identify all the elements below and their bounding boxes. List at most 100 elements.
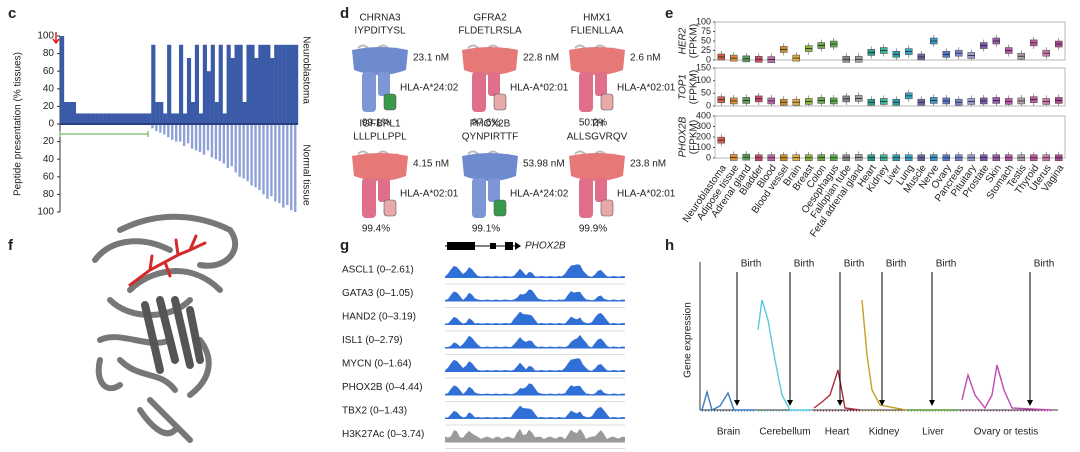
- track-label: ASCL1 (0–2.61): [342, 265, 414, 276]
- peptide: IYPDITYSL: [354, 26, 406, 37]
- bar: [190, 102, 196, 124]
- peptide: LLLPLLPPL: [353, 132, 407, 143]
- coverage: 99.9%: [579, 224, 607, 235]
- bar: [294, 44, 299, 124]
- bar: [246, 44, 251, 124]
- tissue-label: Cerebellum: [759, 427, 810, 438]
- plot-frame: [714, 67, 1066, 107]
- y-tick-label: 20: [43, 136, 55, 147]
- tissue-label: Ovary or testis: [974, 427, 1038, 438]
- coverage-track: [445, 383, 625, 396]
- coverage-track: [445, 289, 625, 302]
- unit: (FPKM): [689, 70, 700, 104]
- mhc-leg: [362, 178, 376, 218]
- bar: [222, 113, 227, 124]
- mhc-leg: [488, 178, 500, 202]
- y-tick-label: 300: [696, 121, 711, 131]
- exon: [505, 242, 513, 250]
- allele: HLA-A*24:02: [400, 83, 459, 94]
- mhc-leg: [595, 72, 607, 96]
- allele: HLA-A*24:02: [510, 189, 569, 200]
- bar: [214, 102, 219, 124]
- annotation-arrow: [52, 32, 60, 45]
- coverage: 97.6%: [472, 118, 500, 129]
- bar: [198, 113, 203, 124]
- protein-structure: [92, 213, 239, 443]
- panel-label: g: [340, 237, 349, 254]
- coverage-track: [445, 428, 625, 443]
- track-label: TBX2 (0–1.43): [342, 406, 407, 417]
- bar: [186, 58, 192, 124]
- bar: [286, 44, 291, 124]
- arrow-head: [879, 400, 885, 406]
- b2m: [383, 93, 397, 111]
- bar: [282, 44, 287, 124]
- mhc-leg: [378, 178, 390, 202]
- mhc-groove: [352, 153, 408, 181]
- bar: [163, 113, 168, 124]
- bar: [194, 44, 200, 124]
- bar: [71, 102, 77, 124]
- expression-trace: [813, 369, 861, 411]
- bar: [226, 44, 231, 124]
- y-tick-label: 80: [43, 48, 55, 59]
- y-tick-label: 100: [37, 207, 54, 218]
- plot-frame: [714, 115, 1066, 159]
- bar: [159, 124, 162, 133]
- y-axis-label: Gene expression: [683, 302, 694, 378]
- y-tick-label: 100: [696, 142, 711, 152]
- plot-frame: [714, 21, 1066, 61]
- b2m: [493, 199, 507, 217]
- annotation-bracket: [59, 131, 149, 137]
- bar: [83, 113, 88, 124]
- bar: [179, 124, 182, 142]
- panel-label: e: [665, 5, 673, 22]
- gene-label: PHOX2B: [525, 241, 566, 252]
- bar: [179, 44, 184, 124]
- bar: [278, 44, 283, 124]
- gene-name: HMX1: [583, 13, 611, 24]
- exon: [447, 242, 475, 250]
- event-label: Birth: [886, 259, 907, 270]
- b2m: [600, 93, 614, 111]
- bar: [163, 124, 166, 135]
- bar: [123, 113, 128, 124]
- mhc-groove: [352, 47, 408, 75]
- arrow-head: [787, 400, 793, 406]
- event-label: Birth: [741, 259, 762, 270]
- bar: [107, 113, 112, 124]
- bar: [103, 113, 108, 124]
- mhc-leg: [488, 72, 500, 96]
- bar: [214, 124, 218, 160]
- bar: [218, 124, 222, 161]
- expression-trace: [701, 389, 755, 412]
- bar: [111, 113, 116, 124]
- arrow-head: [929, 400, 935, 406]
- coverage-track: [445, 334, 625, 349]
- bar: [294, 124, 297, 212]
- arrow-head: [734, 400, 740, 406]
- bar: [171, 113, 176, 124]
- bar: [95, 113, 100, 124]
- allele: HLA-A*02:01: [510, 83, 569, 94]
- y-tick-label: 0: [48, 119, 54, 130]
- series-label: Neuroblastoma: [300, 36, 311, 104]
- track-label: MYCN (0–1.64): [342, 359, 411, 370]
- y-tick-label: 50: [701, 88, 711, 98]
- bar: [266, 44, 271, 124]
- affinity: 2.6 nM: [630, 53, 661, 64]
- affinity: 53.98 nM: [523, 159, 565, 170]
- allele: HLA-A*02:01: [617, 83, 676, 94]
- mhc-groove: [569, 153, 625, 181]
- y-tick-label: 150: [696, 62, 711, 72]
- y-tick-label: 25: [701, 45, 711, 55]
- bar: [290, 124, 293, 211]
- y-tick-label: 0: [706, 100, 711, 110]
- bar: [282, 124, 285, 208]
- bar: [258, 124, 261, 190]
- y-tick-label: 200: [696, 131, 711, 141]
- bar: [171, 124, 174, 140]
- gene-name: TOP1: [678, 74, 689, 100]
- bar: [87, 113, 92, 124]
- event-label: Birth: [936, 259, 957, 270]
